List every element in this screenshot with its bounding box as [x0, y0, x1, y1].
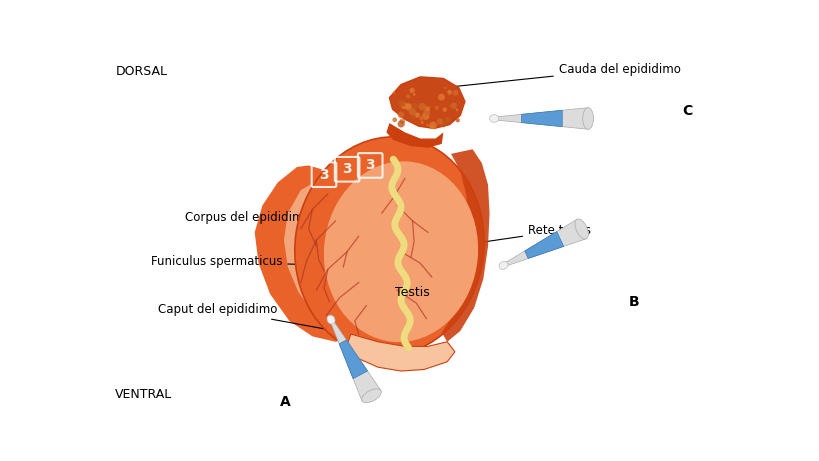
Text: Rete testis: Rete testis — [403, 225, 590, 254]
Circle shape — [422, 112, 429, 120]
Circle shape — [446, 90, 451, 95]
Circle shape — [424, 106, 429, 111]
Circle shape — [444, 87, 446, 89]
Ellipse shape — [295, 137, 483, 356]
Text: Funiculus spermaticus: Funiculus spermaticus — [151, 255, 308, 268]
Circle shape — [406, 104, 410, 108]
Circle shape — [455, 118, 459, 123]
Circle shape — [405, 105, 410, 111]
Polygon shape — [386, 123, 443, 148]
Circle shape — [440, 121, 446, 127]
Polygon shape — [346, 334, 455, 371]
Text: DORSAL: DORSAL — [115, 65, 167, 77]
Circle shape — [411, 103, 418, 109]
Ellipse shape — [574, 219, 588, 239]
Circle shape — [437, 94, 445, 100]
Circle shape — [410, 114, 415, 119]
Polygon shape — [504, 219, 586, 266]
Text: C: C — [681, 104, 692, 118]
Circle shape — [405, 103, 411, 110]
Circle shape — [429, 125, 433, 129]
Circle shape — [445, 117, 449, 121]
Text: Caput del epididimo: Caput del epididimo — [158, 303, 375, 338]
Polygon shape — [495, 108, 587, 129]
Ellipse shape — [489, 115, 498, 122]
Circle shape — [442, 122, 445, 124]
Circle shape — [450, 103, 456, 109]
Text: Corpus del epididimo: Corpus del epididimo — [185, 211, 398, 224]
Circle shape — [414, 112, 419, 117]
Circle shape — [398, 101, 403, 106]
Circle shape — [418, 103, 425, 110]
Text: Testis: Testis — [395, 286, 429, 299]
Circle shape — [421, 110, 427, 116]
Polygon shape — [330, 320, 381, 401]
Ellipse shape — [324, 161, 477, 342]
Text: VENTRAL: VENTRAL — [115, 388, 172, 401]
Circle shape — [420, 121, 423, 124]
Text: 3: 3 — [319, 168, 328, 182]
Circle shape — [392, 91, 395, 94]
Circle shape — [442, 107, 446, 112]
Circle shape — [397, 120, 405, 128]
Circle shape — [437, 118, 442, 125]
Circle shape — [445, 117, 450, 123]
Circle shape — [405, 94, 410, 99]
Ellipse shape — [499, 261, 508, 269]
Circle shape — [429, 122, 437, 129]
Ellipse shape — [327, 315, 335, 324]
Circle shape — [399, 118, 405, 124]
Polygon shape — [524, 231, 563, 259]
Text: B: B — [628, 295, 639, 308]
Polygon shape — [389, 77, 464, 129]
Circle shape — [423, 109, 430, 116]
Circle shape — [425, 124, 428, 127]
Polygon shape — [339, 340, 367, 378]
Circle shape — [455, 108, 458, 111]
Circle shape — [409, 96, 412, 99]
Circle shape — [392, 118, 396, 122]
Polygon shape — [521, 110, 562, 127]
Circle shape — [400, 102, 407, 109]
Text: A: A — [280, 396, 291, 409]
Circle shape — [412, 93, 415, 96]
Circle shape — [448, 105, 450, 107]
Text: 3: 3 — [342, 162, 351, 176]
Text: 3: 3 — [365, 159, 374, 172]
Circle shape — [419, 116, 423, 121]
Circle shape — [398, 99, 405, 106]
Circle shape — [434, 106, 438, 110]
Polygon shape — [283, 180, 351, 326]
Circle shape — [414, 112, 419, 118]
Circle shape — [409, 88, 414, 93]
Circle shape — [397, 112, 404, 118]
Polygon shape — [255, 165, 355, 342]
Text: Cauda del epididimo: Cauda del epididimo — [446, 63, 680, 88]
Ellipse shape — [361, 389, 381, 403]
Ellipse shape — [582, 108, 593, 129]
Polygon shape — [441, 149, 489, 342]
Circle shape — [408, 108, 415, 115]
Circle shape — [452, 90, 458, 95]
